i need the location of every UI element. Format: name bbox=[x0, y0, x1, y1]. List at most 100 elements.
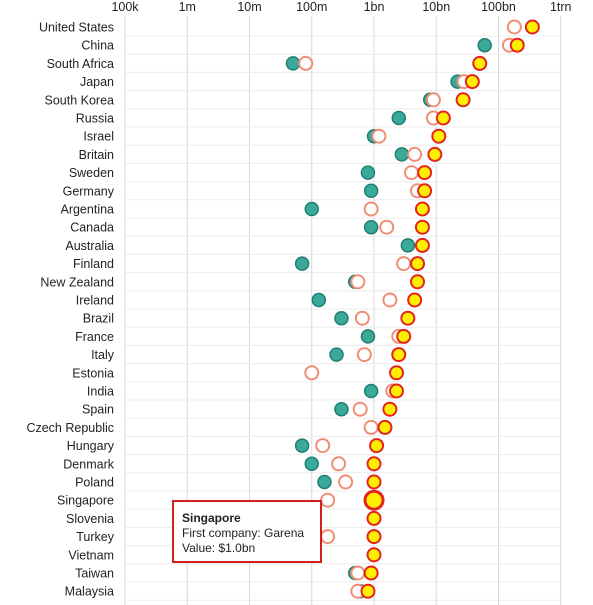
salmon-marker bbox=[363, 419, 379, 435]
teal-marker bbox=[363, 219, 379, 235]
teal-marker bbox=[334, 401, 349, 417]
teal-marker bbox=[363, 383, 379, 399]
salmon-marker bbox=[350, 565, 366, 581]
category-label: Taiwan bbox=[75, 567, 114, 581]
yellow-marker bbox=[360, 583, 376, 599]
category-label: India bbox=[87, 385, 114, 399]
category-label: Russia bbox=[76, 112, 114, 126]
category-label: Canada bbox=[70, 221, 114, 235]
teal-marker bbox=[294, 438, 310, 453]
yellow-marker bbox=[455, 92, 471, 108]
category-label: United States bbox=[39, 21, 114, 35]
salmon-marker bbox=[352, 401, 368, 417]
category-label: Britain bbox=[79, 148, 114, 162]
yellow-marker bbox=[417, 183, 433, 199]
yellow-marker bbox=[427, 146, 443, 162]
tooltip-value: Value: $1.0bn bbox=[182, 541, 256, 555]
category-label: Sweden bbox=[69, 166, 114, 180]
teal-marker bbox=[394, 147, 410, 162]
salmon-marker bbox=[396, 256, 412, 272]
category-label: Argentina bbox=[60, 203, 114, 217]
category-label: Czech Republic bbox=[26, 421, 114, 435]
teal-marker bbox=[304, 201, 319, 217]
teal-marker bbox=[285, 56, 301, 71]
yellow-marker bbox=[389, 365, 405, 381]
yellow-marker bbox=[366, 547, 382, 563]
yellow-marker bbox=[366, 474, 382, 490]
category-label: South Korea bbox=[45, 93, 115, 107]
category-label: Vietnam bbox=[68, 548, 114, 562]
tooltip-first-company: First company: Garena bbox=[182, 526, 305, 540]
yellow-marker bbox=[366, 529, 382, 545]
teal-marker bbox=[294, 256, 310, 271]
teal-marker bbox=[317, 474, 332, 490]
category-label: Finland bbox=[73, 257, 114, 271]
tooltip: Singapore First company: Garena Value: $… bbox=[172, 500, 322, 563]
salmon-marker bbox=[379, 219, 395, 235]
category-label: Turkey bbox=[76, 530, 114, 544]
x-axis-tick-labels: 100k 1m 10m 100m 1bn 10bn 100bn 1trn bbox=[111, 0, 571, 14]
category-label: Australia bbox=[65, 239, 114, 253]
x-tick-label: 1bn bbox=[364, 0, 385, 14]
yellow-marker bbox=[414, 219, 430, 235]
category-label: Poland bbox=[75, 476, 114, 490]
category-label: Spain bbox=[82, 403, 114, 417]
yellow-marker bbox=[524, 19, 540, 35]
salmon-marker bbox=[304, 365, 320, 381]
category-label: Denmark bbox=[63, 457, 114, 471]
salmon-marker bbox=[331, 456, 347, 472]
category-label: Singapore bbox=[57, 494, 114, 508]
teal-marker bbox=[360, 165, 376, 180]
x-tick-label: 100k bbox=[111, 0, 139, 14]
category-label: Estonia bbox=[72, 366, 114, 380]
yellow-marker bbox=[366, 456, 382, 472]
yellow-marker bbox=[431, 128, 447, 144]
category-label: Brazil bbox=[83, 312, 114, 326]
category-label: China bbox=[81, 39, 114, 53]
salmon-marker bbox=[350, 274, 366, 290]
salmon-marker bbox=[506, 19, 522, 35]
yellow-marker bbox=[369, 438, 385, 454]
teal-marker bbox=[329, 347, 344, 362]
yellow-marker bbox=[363, 489, 385, 511]
yellow-marker bbox=[382, 401, 398, 417]
category-label: Slovenia bbox=[66, 512, 114, 526]
salmon-marker bbox=[356, 347, 372, 363]
salmon-marker bbox=[407, 146, 423, 162]
category-label: Hungary bbox=[67, 439, 115, 453]
yellow-marker bbox=[410, 274, 426, 290]
category-label: Israel bbox=[83, 130, 114, 144]
teal-marker bbox=[311, 292, 327, 308]
yellow-marker bbox=[435, 110, 451, 126]
salmon-marker bbox=[382, 292, 398, 308]
category-label: Japan bbox=[80, 75, 114, 89]
yellow-marker bbox=[400, 310, 416, 326]
category-label: France bbox=[75, 330, 114, 344]
teal-marker bbox=[391, 110, 407, 126]
salmon-marker bbox=[320, 492, 336, 508]
salmon-marker bbox=[315, 438, 331, 454]
teal-marker bbox=[477, 37, 492, 53]
salmon-marker bbox=[371, 128, 387, 144]
x-tick-label: 100m bbox=[296, 0, 327, 14]
yellow-marker bbox=[366, 510, 382, 526]
teal-marker bbox=[360, 329, 376, 344]
yellow-marker bbox=[464, 74, 480, 90]
yellow-marker bbox=[391, 347, 407, 363]
category-label: South Africa bbox=[47, 57, 114, 71]
yellow-marker bbox=[377, 419, 393, 435]
salmon-marker bbox=[298, 55, 314, 71]
yellow-marker bbox=[509, 37, 525, 53]
x-tick-label: 10bn bbox=[422, 0, 450, 14]
x-tick-label: 100bn bbox=[481, 0, 516, 14]
category-label: Ireland bbox=[76, 294, 114, 308]
yellow-marker bbox=[407, 292, 423, 308]
salmon-marker bbox=[354, 310, 370, 326]
x-tick-label: 1trn bbox=[550, 0, 572, 14]
yellow-marker bbox=[414, 201, 430, 217]
category-label: New Zealand bbox=[40, 275, 114, 289]
teal-marker bbox=[400, 238, 416, 253]
category-label: Malaysia bbox=[65, 585, 114, 599]
salmon-marker bbox=[320, 529, 336, 545]
